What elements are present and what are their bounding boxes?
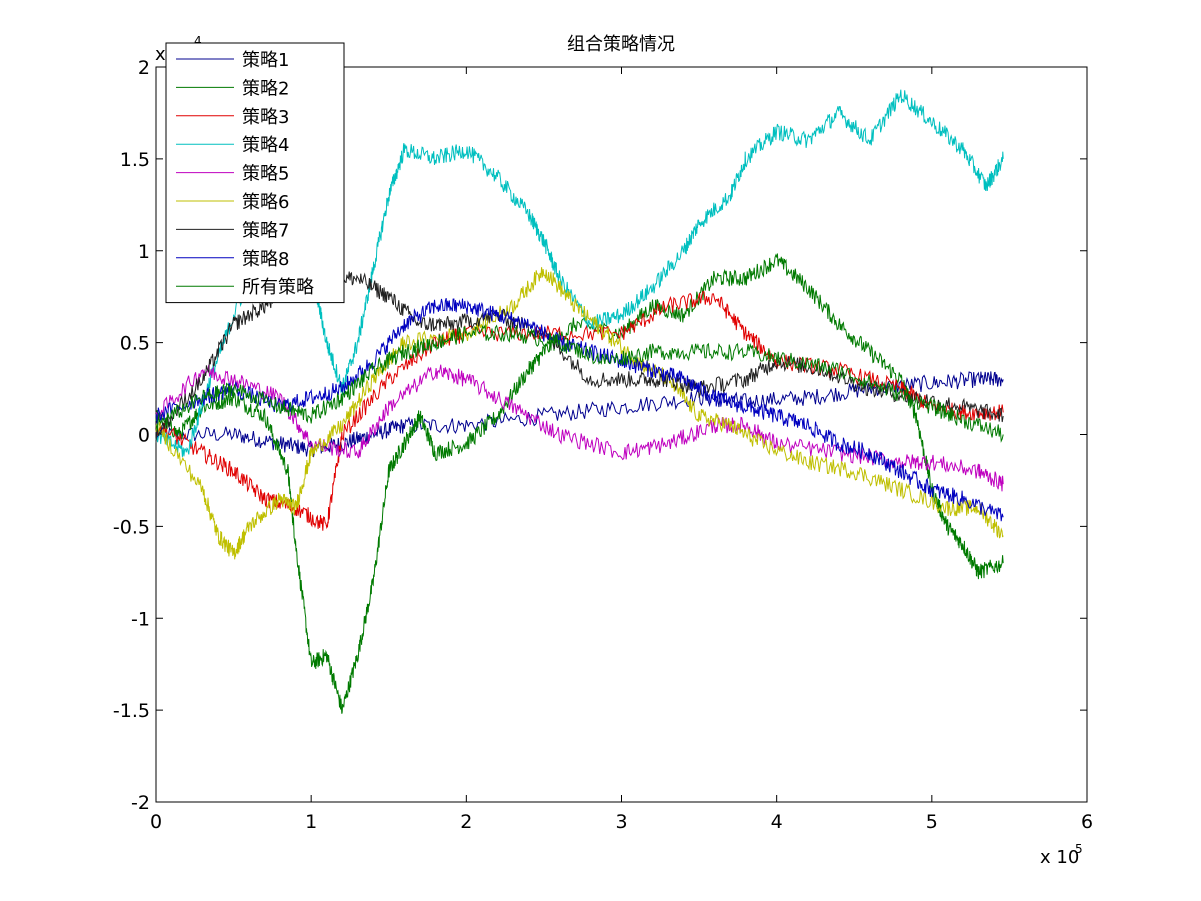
x-tick-label: 1 (305, 811, 317, 833)
series-line-9 (155, 323, 1004, 443)
legend-label: 策略4 (242, 135, 289, 156)
y-multiplier-exponent: 4 (194, 34, 202, 48)
series-line-6 (155, 267, 1004, 560)
legend-label: 策略2 (242, 78, 289, 99)
legend-label: 策略5 (242, 164, 289, 185)
x-multiplier-label: x 10 (1040, 847, 1079, 868)
x-tick-label: 0 (150, 811, 162, 833)
legend-label: 策略1 (242, 50, 289, 71)
x-tick-label: 4 (771, 811, 783, 833)
y-tick-label: 1.5 (120, 149, 150, 171)
chart-title: 组合策略情况 (567, 34, 675, 55)
axes: 0 1 2 3 4 5 6 -2 -1.5 -1 -0.5 0 0.5 1 1.5 2 (113, 57, 1093, 833)
x-tick-label: 2 (460, 811, 472, 833)
y-tick-label: -1 (131, 608, 150, 630)
y-tick-label: 0.5 (120, 333, 150, 355)
y-tick-label: -1.5 (113, 700, 150, 722)
legend-label: 策略6 (242, 192, 289, 213)
y-tick-label: 1 (138, 241, 150, 263)
legend-label: 策略7 (242, 220, 289, 241)
y-tick-label: -2 (131, 792, 150, 814)
x-tick-label: 5 (926, 811, 938, 833)
x-multiplier-exponent: 5 (1075, 842, 1083, 856)
series-line-2 (155, 253, 1004, 714)
legend-label: 所有策略 (242, 277, 314, 298)
x-axis-multiplier: x 10 5 (1040, 842, 1083, 868)
x-tick-label: 6 (1081, 811, 1093, 833)
x-tick-label: 3 (615, 811, 627, 833)
legend-label: 策略3 (242, 107, 289, 128)
y-tick-label: -0.5 (113, 516, 150, 538)
series-line-5 (155, 364, 1004, 492)
y-tick-label: 2 (138, 57, 150, 79)
y-tick-label: 0 (138, 425, 150, 447)
series-line-8 (155, 298, 1004, 522)
legend: 策略1 策略2 策略3 策略4 策略5 策略6 策略7 策略8 所有策略 (165, 42, 345, 304)
legend-label: 策略8 (242, 249, 289, 270)
